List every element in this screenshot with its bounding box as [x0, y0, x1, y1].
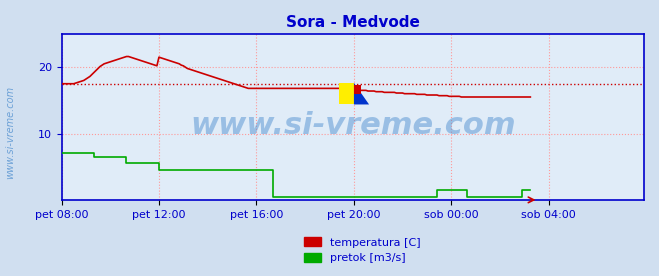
- FancyBboxPatch shape: [354, 85, 362, 94]
- Text: www.si-vreme.com: www.si-vreme.com: [5, 86, 15, 179]
- FancyBboxPatch shape: [339, 83, 354, 105]
- Polygon shape: [354, 83, 369, 105]
- Legend: temperatura [C], pretok [m3/s]: temperatura [C], pretok [m3/s]: [300, 233, 425, 268]
- Text: www.si-vreme.com: www.si-vreme.com: [190, 111, 515, 140]
- Title: Sora - Medvode: Sora - Medvode: [286, 15, 420, 30]
